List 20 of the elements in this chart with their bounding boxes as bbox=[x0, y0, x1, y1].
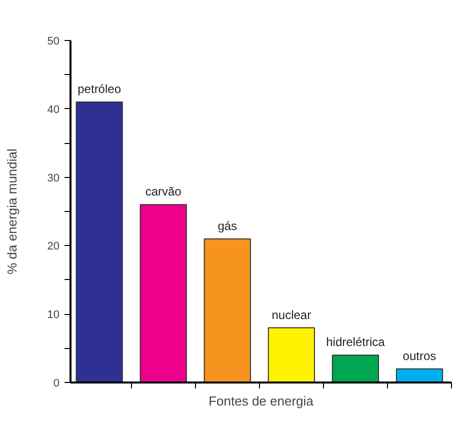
x-tick-label: gás bbox=[218, 218, 238, 233]
bar bbox=[140, 204, 187, 382]
y-tick-label: 20 bbox=[47, 240, 60, 253]
y-tick-label: 10 bbox=[47, 309, 60, 322]
x-tick-label: hidrelétrica bbox=[326, 335, 386, 350]
x-tick-label: carvão bbox=[145, 184, 182, 199]
bar bbox=[204, 238, 251, 382]
y-tick-label: 30 bbox=[47, 172, 60, 184]
y-tick-label: 0 bbox=[53, 378, 60, 390]
bar bbox=[332, 354, 379, 382]
x-tick-label: petróleo bbox=[78, 82, 122, 96]
x-tick-label: nuclear bbox=[272, 308, 312, 322]
y-tick-label: 50 bbox=[47, 36, 60, 48]
x-tick-label: outros bbox=[402, 348, 436, 363]
y-tick-label: 40 bbox=[47, 104, 60, 116]
y-axis-title: % da energia mundial bbox=[4, 148, 20, 274]
bar bbox=[268, 327, 315, 382]
bar bbox=[76, 102, 123, 382]
bar bbox=[396, 368, 444, 382]
x-axis-title: Fontes de energia bbox=[208, 394, 314, 408]
